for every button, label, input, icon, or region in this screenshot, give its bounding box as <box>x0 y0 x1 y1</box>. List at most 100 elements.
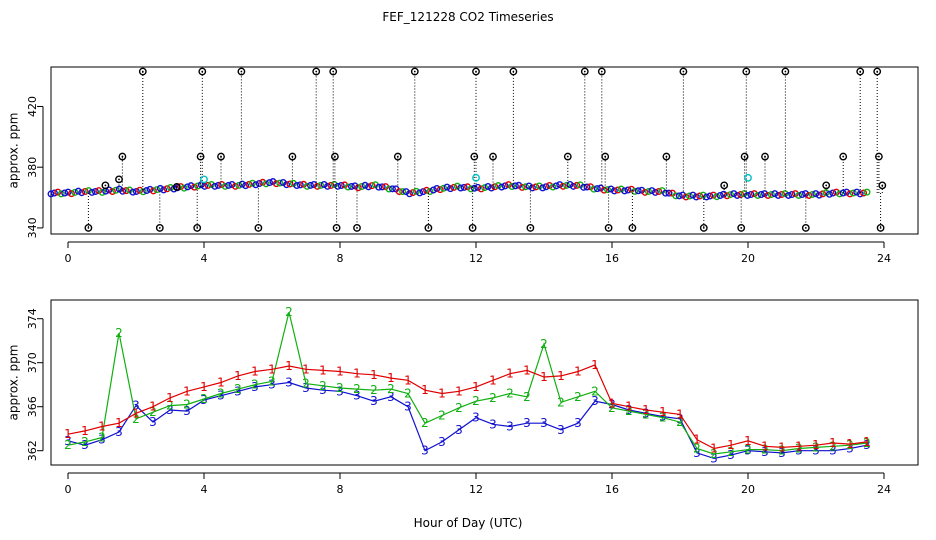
series-marker-1: 1 <box>659 405 667 419</box>
data-point <box>71 188 79 196</box>
series-marker-1: 1 <box>472 380 480 394</box>
series-marker-1: 1 <box>234 369 242 383</box>
series-marker-1: 1 <box>863 435 871 449</box>
series-marker-3: 3 <box>863 438 871 452</box>
series-marker-2: 2 <box>81 435 89 449</box>
series-marker-3: 3 <box>659 410 667 424</box>
y-tick-label: 370 <box>26 352 39 373</box>
figure-title: FEF_121228 CO2 Timeseries <box>382 10 553 24</box>
data-point <box>187 182 195 190</box>
spike-marker-dot <box>104 184 107 187</box>
spike-marker <box>873 67 882 76</box>
series-marker-3: 3 <box>812 444 820 458</box>
y-tick-label: 362 <box>26 440 39 461</box>
data-point <box>532 183 540 191</box>
series-marker-1: 1 <box>557 369 565 383</box>
data-point <box>566 181 574 189</box>
x-tick-label: 0 <box>65 483 72 496</box>
data-point <box>351 182 359 190</box>
series-marker-2: 2 <box>812 440 820 454</box>
data-point <box>491 183 499 191</box>
series-marker-2: 2 <box>183 398 191 412</box>
plot-frame <box>50 66 919 235</box>
spike-marker-dot <box>175 186 178 188</box>
data-point <box>795 191 803 199</box>
spike-marker-dot <box>745 70 748 73</box>
data-point <box>641 188 649 196</box>
series-marker-1: 1 <box>285 359 293 373</box>
data-point <box>67 190 75 198</box>
series-marker-3: 3 <box>761 445 769 459</box>
spike-marker <box>875 152 883 161</box>
data-point <box>634 187 642 195</box>
series-marker-2: 2 <box>489 391 497 405</box>
top-panel-co2-spikes: 0 4 8 12 16 20 24 340 380 420 approx. ppm <box>7 66 919 265</box>
y-axis-label: approx. ppm <box>7 345 21 421</box>
x-tick-label: 8 <box>337 483 344 496</box>
data-point <box>61 189 69 197</box>
series-marker-2: 2 <box>217 387 225 401</box>
spike-marker-dot <box>141 70 144 73</box>
data-point <box>614 186 622 194</box>
data-point <box>81 187 89 195</box>
data-point <box>778 191 786 199</box>
series-marker-1: 1 <box>625 400 633 414</box>
spike-marker-dot <box>529 227 532 229</box>
spike-marker <box>254 224 263 232</box>
series-marker-3: 3 <box>472 411 480 425</box>
data-point <box>204 181 212 189</box>
spike-marker-dot <box>427 227 430 229</box>
data-point <box>146 185 154 193</box>
data-point <box>450 183 458 191</box>
series-marker-1: 1 <box>642 403 650 417</box>
spike-marker <box>393 152 402 161</box>
series-marker-1: 1 <box>812 438 820 452</box>
data-point <box>737 191 745 199</box>
series-marker-2: 2 <box>642 407 650 421</box>
series-marker-3: 3 <box>574 416 582 430</box>
data-point <box>501 182 509 190</box>
data-point <box>225 181 233 189</box>
spike-marker <box>332 224 341 232</box>
series-marker-1: 1 <box>302 362 310 376</box>
data-point <box>423 186 431 194</box>
series-marker-1: 1 <box>591 358 599 372</box>
data-point <box>675 192 683 200</box>
data-point <box>846 190 854 198</box>
data-point <box>47 190 55 198</box>
data-point <box>211 182 219 190</box>
data-point <box>791 190 799 198</box>
data-point <box>112 186 120 194</box>
data-point <box>508 183 516 191</box>
spike-marker <box>155 224 164 232</box>
data-point <box>747 191 755 199</box>
spike-marker-dot <box>723 184 726 187</box>
data-point <box>378 183 386 191</box>
series-marker-1: 1 <box>319 363 327 377</box>
series-marker-1: 1 <box>710 442 718 456</box>
data-point <box>231 182 239 190</box>
data-point <box>259 178 267 186</box>
series-marker-3: 3 <box>744 444 752 458</box>
cyan-marker <box>744 173 752 182</box>
data-point <box>457 184 465 192</box>
series-marker-2: 2 <box>370 383 378 397</box>
data-point <box>556 181 564 189</box>
data-point <box>498 183 506 191</box>
data-point <box>655 187 663 195</box>
data-point <box>754 191 762 199</box>
x-axis-label: Hour of Day (UTC) <box>414 516 523 530</box>
data-point <box>262 180 270 188</box>
series-marker-1: 1 <box>370 368 378 382</box>
data-point <box>853 188 861 196</box>
data-point <box>324 182 332 190</box>
series-marker-1: 1 <box>387 371 395 385</box>
cyan-marker <box>200 175 208 184</box>
series-line-3 <box>67 381 868 460</box>
spike-marker <box>172 183 181 191</box>
series-marker-3: 3 <box>64 434 72 448</box>
data-point <box>535 182 543 190</box>
spike-marker <box>312 67 321 76</box>
series-marker-1: 1 <box>115 416 123 430</box>
series-marker-3: 3 <box>302 381 310 395</box>
